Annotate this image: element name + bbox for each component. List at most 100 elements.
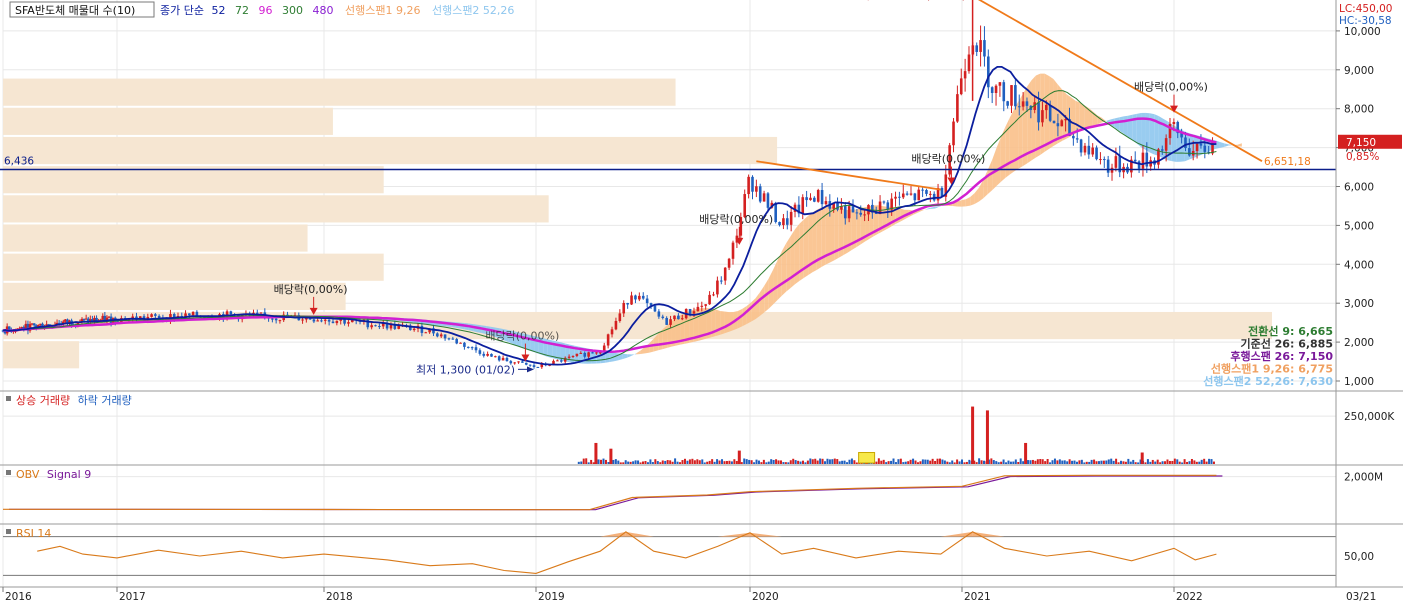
rsi-overbought-fill (625, 531, 654, 537)
volume-bar (809, 458, 812, 464)
volume-bar (701, 459, 704, 464)
volume-bar (1049, 462, 1052, 464)
candle-up (673, 315, 676, 320)
volume-bar (1171, 460, 1174, 464)
candle-up (762, 193, 766, 202)
volume-bar (983, 460, 986, 464)
volume-bar (651, 462, 654, 464)
candle-up (259, 312, 263, 314)
volume-bar (990, 458, 993, 464)
volume-bar (1009, 461, 1012, 464)
volume-bar (931, 458, 934, 464)
price-tag-value: 7,150 (1346, 137, 1376, 149)
candle-up (816, 190, 820, 202)
candle-down (57, 322, 61, 324)
volume-bar (789, 460, 792, 464)
volume-bar (577, 461, 580, 464)
volume-bar (1085, 461, 1088, 464)
candle-up (39, 323, 42, 325)
y-tick-label: 2,000 (1344, 337, 1374, 349)
cloud-segment (640, 347, 645, 355)
cloud-segment (1237, 143, 1242, 147)
cloud-segment (965, 196, 971, 207)
candle-down (1095, 147, 1098, 160)
candle-up (610, 329, 614, 335)
rsi-overbought-fill (750, 532, 782, 537)
candle-down (774, 202, 777, 222)
volume-bar (938, 458, 941, 464)
candle-down (154, 314, 157, 316)
x-tick-label: 2018 (326, 591, 353, 603)
volume-bar (617, 460, 620, 464)
cloud-segment (978, 179, 984, 202)
volume-bar (676, 461, 679, 464)
volume-bar (1164, 461, 1167, 464)
candle-down (778, 221, 781, 226)
volume-bar (708, 460, 711, 464)
volume-bar (740, 462, 743, 464)
cloud-segment (851, 209, 857, 250)
candle-up (37, 324, 40, 327)
candle-up (669, 319, 672, 325)
stock-title-box[interactable] (9, 1, 155, 18)
candle-down (975, 45, 979, 52)
candle-up (191, 311, 195, 316)
volume-bar (1107, 459, 1110, 464)
candle-up (184, 313, 187, 319)
volume-bar (1063, 460, 1066, 464)
candle-down (95, 317, 98, 322)
volume-bar (992, 460, 995, 464)
candle-up (316, 320, 319, 322)
candle-down (560, 360, 563, 362)
cloud-segment (689, 309, 694, 343)
candle-down (343, 319, 346, 324)
volume-bar (797, 460, 800, 464)
candle-up (936, 187, 940, 201)
candle-up (30, 323, 34, 325)
volume-bar (855, 462, 858, 464)
candle-up (952, 121, 955, 146)
candle-down (649, 303, 653, 306)
candle-down (1145, 152, 1149, 167)
volume-bar (980, 460, 983, 464)
candlesticks (1, 0, 1214, 369)
volume-bar (1173, 458, 1176, 464)
candle-down (524, 362, 528, 365)
volume-bar (767, 461, 770, 464)
candle-up (552, 360, 555, 365)
rsi-line (37, 531, 1217, 574)
candle-down (255, 312, 259, 314)
volume-bar (1007, 460, 1010, 464)
candle-up (901, 193, 905, 198)
candle-down (1075, 138, 1079, 140)
candle-down (882, 201, 886, 203)
candle-down (843, 206, 847, 219)
volume-bar (1036, 459, 1039, 464)
ma-green-line (2, 90, 1217, 362)
candle-up (1141, 152, 1145, 169)
volume-bar (907, 461, 910, 464)
cloud-segment (1027, 80, 1032, 164)
cloud-segment (675, 315, 681, 346)
candle-up (20, 326, 24, 329)
candle-down (3, 331, 7, 334)
ma-period-5: 480 (312, 4, 333, 17)
candle-up (107, 316, 111, 318)
lc-readout: LC:450,00 (1339, 3, 1392, 15)
candle-up (428, 328, 431, 333)
volume-pane (3, 406, 1336, 464)
volume-bar (794, 460, 797, 464)
volume-spike-bar (594, 442, 598, 464)
volume-bar (627, 461, 630, 464)
volume-bar (958, 461, 961, 464)
x-tick-label: 2022 (1176, 591, 1203, 603)
candle-down (474, 347, 478, 351)
candle-down (447, 338, 451, 340)
volume-bar (772, 459, 775, 464)
candle-up (93, 317, 96, 322)
dividend-label: 배당락(0,00%) (911, 153, 985, 166)
cloud-segment (724, 311, 730, 334)
volume-bar (978, 458, 981, 464)
candle-up (630, 295, 633, 305)
